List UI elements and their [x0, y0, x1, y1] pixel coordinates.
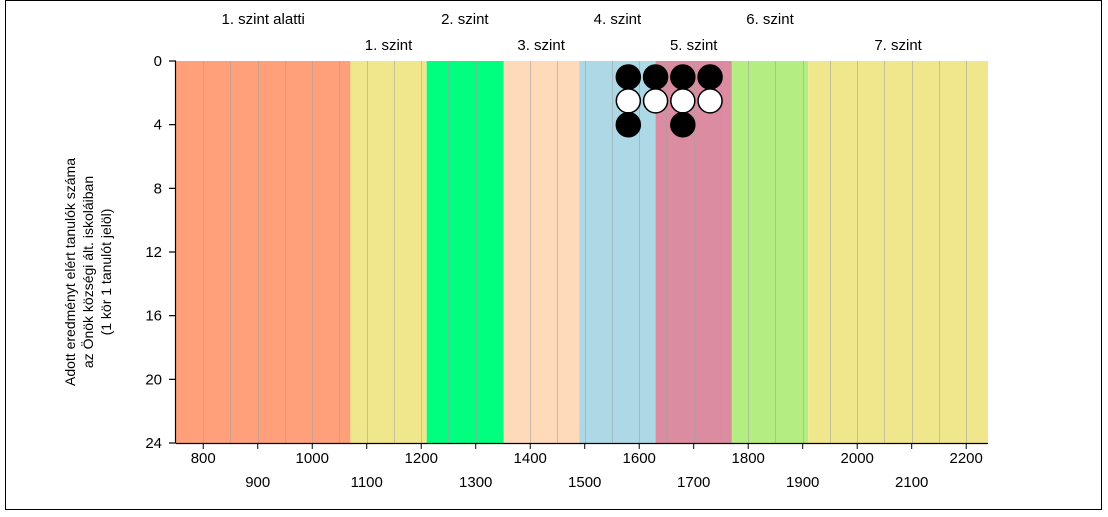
x-tick-label: 1400 [514, 450, 547, 467]
x-tick-label: 1200 [405, 450, 438, 467]
vertical-gridlines [203, 61, 967, 443]
level-band-4 [502, 61, 580, 443]
data-point [615, 64, 642, 90]
data-point [697, 88, 723, 114]
level-label: 4. szint [594, 11, 642, 28]
data-point [670, 112, 696, 138]
y-tick-label: 8 [154, 180, 162, 197]
data-points [615, 64, 723, 138]
y-tick-label: 20 [145, 371, 162, 388]
data-point [642, 64, 669, 90]
chart-frame [5, 0, 1102, 510]
y-axis-title-line: Adott eredményt elért tanulók száma [62, 158, 78, 386]
y-tick-label: 24 [145, 435, 162, 452]
data-point [670, 64, 696, 90]
x-tick-label: 1500 [568, 474, 601, 491]
y-tick-label: 16 [145, 308, 162, 325]
x-tick-label: 2100 [895, 474, 928, 491]
y-tick-label: 4 [154, 117, 162, 134]
level-band-3 [426, 61, 503, 443]
y-axis-title-line: az Önök községi ált. iskoláiban [79, 176, 96, 368]
x-tick-label: 2200 [950, 450, 983, 467]
data-point [615, 88, 642, 114]
x-axis: 800 1000 1200 1400 1600 1800 2000 2200 900 1100 13… [176, 442, 988, 491]
x-tick-label: 2000 [841, 450, 874, 467]
x-tick-label: 1100 [351, 474, 383, 491]
x-tick-label: 900 [245, 474, 270, 491]
x-tick-label: 1800 [732, 450, 765, 467]
level-band-7 [731, 61, 809, 443]
x-tick-label: 1300 [459, 474, 492, 491]
level-band-1 [176, 61, 351, 443]
y-axis-title: Adott eredményt elért tanulók száma az Ön… [62, 158, 114, 386]
level-label: 1. szint [365, 37, 413, 54]
level-label: 6. szint [746, 11, 794, 28]
level-label: 1. szint alatti [222, 11, 305, 28]
level-band-2 [350, 61, 427, 443]
y-tick-label: 0 [154, 53, 162, 70]
data-point [697, 64, 723, 90]
x-tick-label: 1000 [296, 450, 329, 467]
y-axis: 0 4 8 12 16 20 24 [145, 53, 177, 452]
data-point [642, 88, 669, 114]
data-point [670, 88, 696, 114]
x-tick-label: 1600 [623, 450, 656, 467]
y-tick-label: 12 [145, 244, 162, 261]
x-tick-label: 1900 [786, 474, 819, 491]
level-band-8 [808, 61, 988, 443]
level-label: 5. szint [670, 37, 718, 54]
level-label: 2. szint [441, 11, 489, 28]
data-point [615, 112, 642, 138]
x-tick-label: 1700 [677, 474, 710, 491]
x-tick-label: 800 [191, 450, 216, 467]
y-axis-title-line: (1 kör 1 tanulót jelöl) [98, 209, 114, 336]
level-label: 7. szint [874, 37, 922, 54]
level-labels: 1. szint alatti 1. szint 2. szint 3. szint 4… [222, 11, 923, 54]
level-bands [176, 61, 988, 443]
level-label: 3. szint [517, 37, 565, 54]
